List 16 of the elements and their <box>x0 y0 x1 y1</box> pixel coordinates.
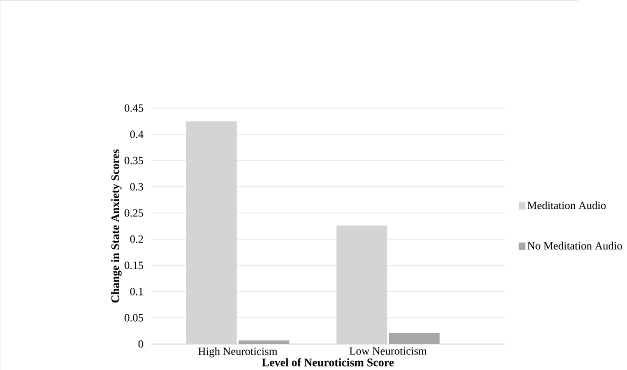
y-tick-label: 0.45 <box>124 104 144 112</box>
y-tick-label: 0.4 <box>130 130 144 138</box>
y-tick-label: 0.3 <box>130 183 144 191</box>
y-tick-label: 0.1 <box>130 288 143 296</box>
x-tick-label: High Neuroticism <box>198 347 278 358</box>
legend-label: Meditation Audio <box>528 201 606 210</box>
y-tick-label: 0.15 <box>124 262 144 270</box>
y-tick-label: 0 <box>138 340 144 348</box>
x-tick-label: Low Neuroticism <box>350 347 427 355</box>
y-tick-label: 0.2 <box>130 235 143 243</box>
y-tick-label: 0.35 <box>124 156 144 164</box>
y-tick-label: 0.25 <box>124 209 144 217</box>
y-tick-label: 0.05 <box>124 314 144 322</box>
y-axis-title: Change in State Anxiety Scores <box>111 149 122 303</box>
x-axis-title: Level of Neuroticism Score <box>262 358 394 366</box>
legend-label: No Meditation Audio <box>528 242 622 250</box>
